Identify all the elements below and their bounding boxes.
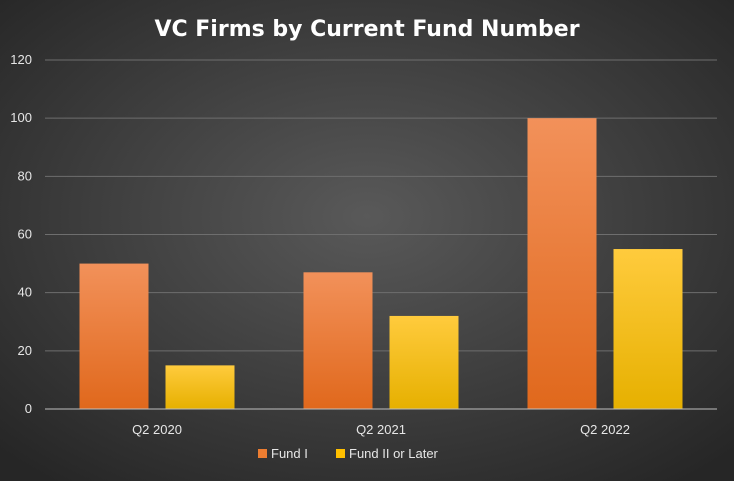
x-axis-ticks: Q2 2020 Q2 2021 Q2 2022 xyxy=(132,422,630,437)
x-tick-label: Q2 2021 xyxy=(356,422,406,437)
bar-fund-i-q2-2021 xyxy=(303,272,373,409)
y-tick-label: 120 xyxy=(10,52,32,67)
x-tick-label: Q2 2022 xyxy=(580,422,630,437)
y-tick-label: 100 xyxy=(10,110,32,125)
legend-swatch xyxy=(336,449,345,458)
bar-fund-i-q2-2020 xyxy=(79,263,149,409)
bars xyxy=(79,118,683,410)
legend-label: Fund II or Later xyxy=(349,446,439,461)
y-tick-label: 20 xyxy=(18,343,32,358)
legend: Fund I Fund II or Later xyxy=(258,446,439,461)
bar-fund-ii-or-later-q2-2022 xyxy=(613,249,683,409)
y-tick-label: 80 xyxy=(18,168,32,183)
y-axis-ticks: 0 20 40 60 80 100 120 xyxy=(10,52,32,416)
x-tick-label: Q2 2020 xyxy=(132,422,182,437)
legend-label: Fund I xyxy=(271,446,308,461)
legend-swatch xyxy=(258,449,267,458)
y-tick-label: 0 xyxy=(25,401,32,416)
bar-fund-ii-or-later-q2-2020 xyxy=(165,365,235,409)
y-tick-label: 40 xyxy=(18,285,32,300)
bar-fund-ii-or-later-q2-2021 xyxy=(389,315,459,409)
chart-title: VC Firms by Current Fund Number xyxy=(154,17,579,42)
bar-fund-i-q2-2022 xyxy=(527,118,597,410)
y-tick-label: 60 xyxy=(18,227,32,242)
grid-lines xyxy=(45,59,717,352)
